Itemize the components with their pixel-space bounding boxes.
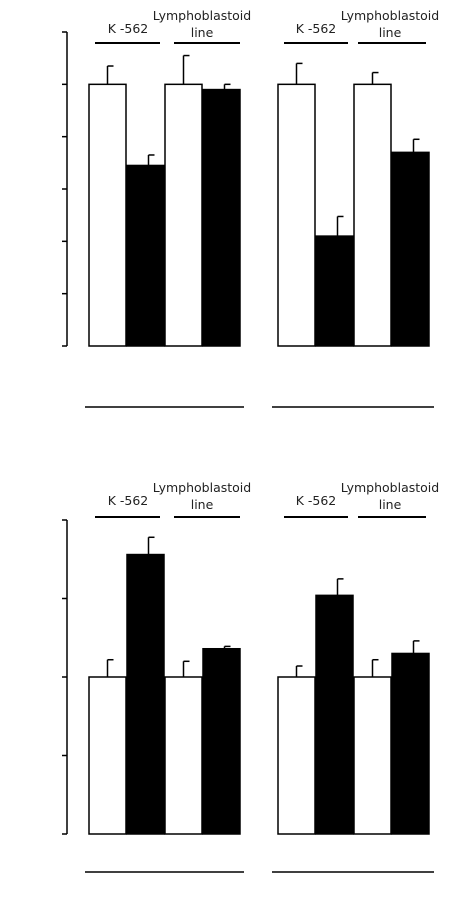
bar-ytx: [126, 164, 165, 347]
cell-line-label: K -562: [296, 21, 337, 36]
bar-ytx: [391, 151, 430, 347]
bar-control: [88, 676, 127, 835]
bar-ytx: [202, 647, 241, 835]
bar-control: [164, 83, 203, 347]
bar-ytx: [202, 88, 241, 347]
bar-ytx: [315, 235, 354, 347]
bar-control: [277, 676, 316, 835]
bar-ytx: [315, 594, 354, 835]
cell-line-label: Lymphoblastoid line: [341, 8, 439, 40]
bar-control: [353, 676, 392, 835]
cell-line-label: Lymphoblastoid line: [341, 480, 439, 512]
bar-control: [353, 83, 392, 347]
cell-line-label: Lymphoblastoid line: [153, 480, 251, 512]
bar-control: [164, 676, 203, 835]
cell-line-label: K -562: [296, 493, 337, 508]
cell-line-label: K -562: [108, 21, 149, 36]
cell-line-label: K -562: [108, 493, 149, 508]
bar-ytx: [391, 652, 430, 835]
cell-line-label: Lymphoblastoid line: [153, 8, 251, 40]
bar-control: [88, 83, 127, 347]
bar-control: [277, 83, 316, 347]
bar-ytx: [126, 553, 165, 835]
